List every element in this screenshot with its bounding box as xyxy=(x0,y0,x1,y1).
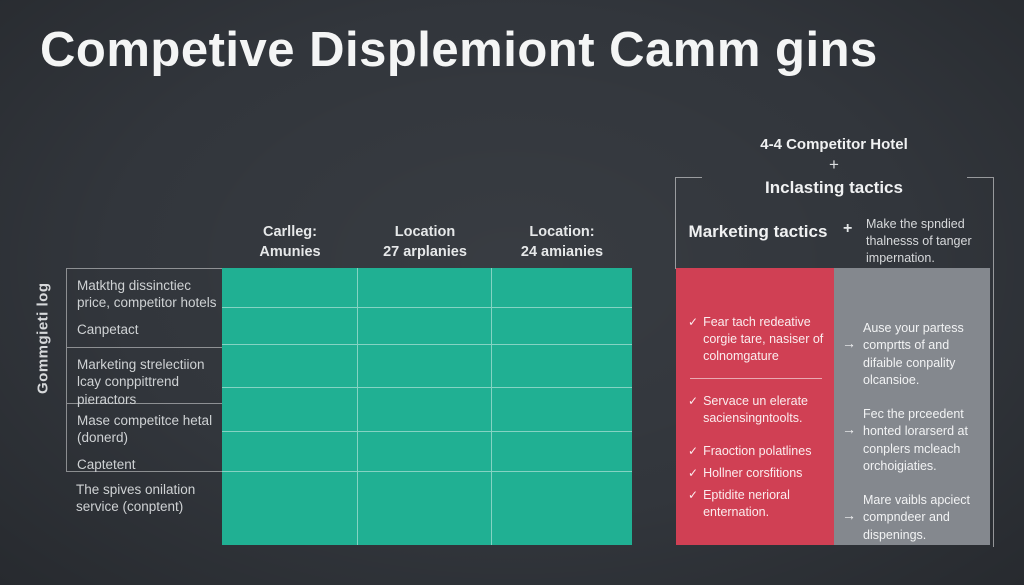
table-cell xyxy=(358,432,492,472)
checklist-item-text: Servace un elerate saciensingntoolts. xyxy=(703,393,808,425)
column-header: Location 27 arplanies xyxy=(358,223,492,265)
note-item-text: Fec the prceedent honted lorarserd at co… xyxy=(863,407,968,473)
column-header-line2: Amunies xyxy=(259,243,321,260)
arrow-icon: → xyxy=(842,507,856,523)
check-icon: ✓ xyxy=(688,444,699,459)
table-cell xyxy=(358,268,492,308)
bracket-left-decoration xyxy=(675,177,702,269)
checklist-item: ✓ Hollner corsfitions xyxy=(688,465,826,482)
table-cell xyxy=(358,345,492,388)
right-panel-header: 4-4 Competitor Hotel xyxy=(760,136,908,153)
plus-icon: + xyxy=(829,155,839,174)
column-header-line2: 27 arplanies xyxy=(383,243,467,260)
table-cell xyxy=(492,308,632,345)
row-label-group: Matkthg dissinctiec price, competitor ho… xyxy=(67,268,223,347)
column-header-line1: Location: xyxy=(529,224,595,240)
note-item: → Mare vaibls apciect compndeer and disp… xyxy=(842,492,982,544)
row-label: Mase competitce hetal (donerd) xyxy=(77,413,213,446)
table-cell xyxy=(358,472,492,545)
row-label: Marketing strelectiion lcay conppittrend… xyxy=(77,357,205,407)
row-label-group: The spives onilation service (conptent) xyxy=(76,481,226,516)
checklist-item-text: Fraoction polatlines xyxy=(703,444,812,459)
row-sublabel: Captetent xyxy=(77,456,136,472)
checklist-item-text: Eptidite nerioral enternation. xyxy=(703,488,790,519)
column-header-line1: Location xyxy=(394,224,456,240)
checklist-item: ✓ Servace un elerate saciensingntoolts. xyxy=(688,393,826,427)
table-cell xyxy=(222,472,358,545)
row-label-box: Matkthg dissinctiec price, competitor ho… xyxy=(66,268,223,472)
check-icon: ✓ xyxy=(688,488,699,503)
row-label-group: Marketing strelectiion lcay conppittrend… xyxy=(67,347,223,407)
bracket-right-decoration xyxy=(967,177,994,547)
checklist-item: ✓ Fraoction polatlines xyxy=(688,443,826,460)
row-sublabel: Canpetact xyxy=(77,321,139,337)
right-panel-subheader: Inclasting tactics xyxy=(765,178,903,197)
slide-title: Competive Displemiont Camm gins xyxy=(40,23,878,77)
note-item: → Ause your partess comprtts of and difa… xyxy=(842,320,982,389)
marketing-tactics-label: Marketing tactics xyxy=(688,222,828,241)
row-label: Matkthg dissinctiec price, competitor ho… xyxy=(77,278,217,311)
check-icon: ✓ xyxy=(688,466,699,481)
note-item: → Fec the prceedent honted lorarserd at … xyxy=(842,406,982,475)
column-header-line1: Carlleg: xyxy=(263,224,317,240)
note-item-text: Mare vaibls apciect compndeer and dispen… xyxy=(863,493,970,542)
table-cell xyxy=(492,268,632,308)
table-cell xyxy=(492,345,632,388)
arrow-icon: → xyxy=(842,335,856,351)
checklist-item-text: Fear tach redeative corgie tare, nasiser… xyxy=(703,315,824,363)
gray-notes-panel: → Ause your partess comprtts of and difa… xyxy=(834,268,990,545)
comparison-table-grid xyxy=(222,268,632,545)
checklist-item: ✓ Eptidite nerioral enternation. xyxy=(688,487,826,521)
table-cell xyxy=(492,388,632,432)
column-header-line2: 24 amianies xyxy=(520,243,604,260)
table-cell xyxy=(358,388,492,432)
plus-icon: + xyxy=(843,220,853,237)
table-cell xyxy=(222,308,358,345)
table-cell xyxy=(222,345,358,388)
note-item-text: Ause your partess comprtts of and difaib… xyxy=(863,321,964,387)
row-label: The spives onilation service (conptent) xyxy=(76,482,196,515)
check-icon: ✓ xyxy=(688,315,699,329)
table-cell xyxy=(222,268,358,308)
red-checklist-panel: ✓ Fear tach redeative corgie tare, nasis… xyxy=(676,268,834,545)
column-header: Carlleg: Amunies xyxy=(222,223,358,265)
table-side-label: Gommgieti log xyxy=(34,282,52,394)
checklist-item: ✓ Fear tach redeative corgie tare, nasis… xyxy=(688,314,826,365)
arrow-icon: → xyxy=(842,421,856,437)
table-cell xyxy=(492,472,632,545)
check-icon: ✓ xyxy=(688,393,699,408)
row-label-group: Mase competitce hetal (donerd) Captetent xyxy=(67,403,223,472)
table-cell xyxy=(222,388,358,432)
table-cell xyxy=(222,432,358,472)
divider xyxy=(690,377,822,379)
table-cell xyxy=(358,308,492,345)
column-headers: Carlleg: Amunies Location 27 arplanies L… xyxy=(222,223,632,265)
column-header: Location: 24 amianies xyxy=(492,223,632,265)
tactics-note: Make the spndied thalnesss of tanger imp… xyxy=(866,217,972,265)
table-cell xyxy=(492,432,632,472)
checklist-item-text: Hollner corsfitions xyxy=(703,466,803,481)
